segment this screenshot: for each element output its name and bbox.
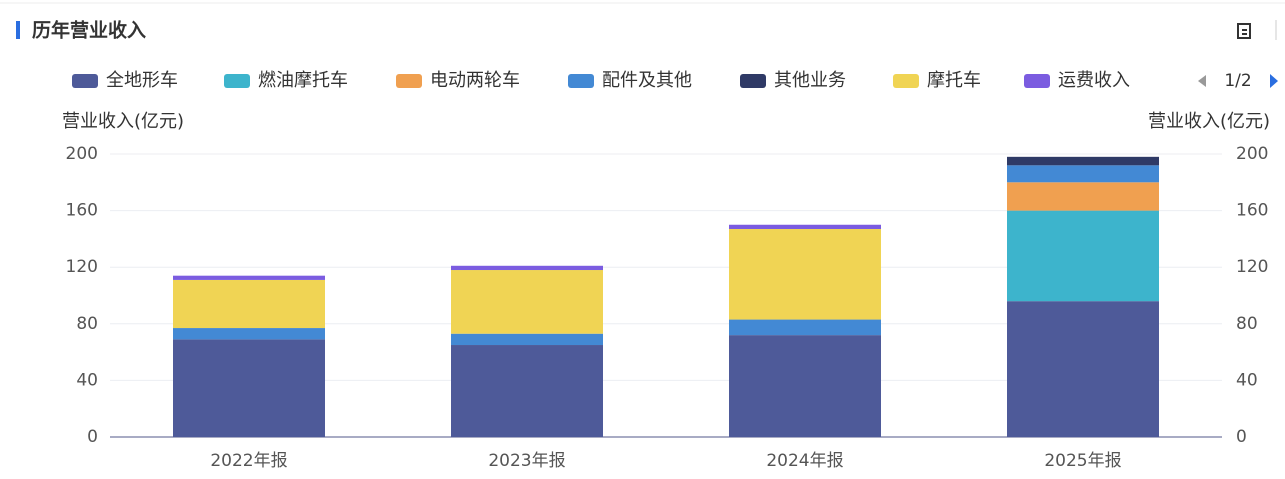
y2-tick-label: 120 [1236,257,1268,277]
legend-swatch [224,74,250,88]
y2-tick-label: 200 [1236,144,1268,164]
legend-swatch [72,74,98,88]
copy-icon[interactable] [1237,23,1251,39]
y2-tick-label: 40 [1236,370,1258,390]
x-tick-label: 2022年报 [210,451,287,471]
y-tick-label: 120 [66,257,98,277]
bar-segment [451,333,603,346]
legend-label: 燃油摩托车 [258,70,348,91]
y-tick-label: 40 [76,370,98,390]
legend-swatch [740,74,766,88]
y-tick-label: 200 [66,144,98,164]
bar-segment [729,319,881,336]
y2-tick-label: 0 [1236,427,1247,447]
legend-swatch [396,74,422,88]
bar-segment [729,224,881,229]
legend-label: 全地形车 [106,70,178,91]
bar-segment [729,335,881,437]
legend-swatch [568,74,594,88]
bar-segment [729,228,881,320]
bar-segment [451,265,603,271]
bar-segment [173,328,325,340]
x-tick-label: 2024年报 [766,451,843,471]
x-tick-label: 2025年报 [1044,451,1121,471]
bar-segment [1007,156,1159,166]
legend-page: 1/2 [1224,71,1251,91]
legend-swatch [893,74,919,88]
bar-segment [173,339,325,437]
y-tick-label: 160 [66,201,98,221]
y-tick-label: 0 [87,427,98,447]
legend-label: 运费收入 [1058,70,1130,91]
bar-segment [1007,301,1159,437]
legend-label: 电动两轮车 [430,70,520,91]
legend-label: 其他业务 [774,70,846,91]
y2-axis-label: 营业收入(亿元) [1148,111,1270,132]
chart-title: 历年营业收入 [32,19,146,42]
y-axis-label: 营业收入(亿元) [62,111,184,132]
bar-segment [1007,165,1159,183]
y2-tick-label: 160 [1236,201,1268,221]
legend-label: 配件及其他 [602,70,692,91]
bar-segment [173,275,325,280]
legend-next[interactable] [1270,74,1278,88]
title-marker [16,21,20,39]
bar-segment [1007,210,1159,302]
bar-segment [1007,182,1159,211]
y2-tick-label: 80 [1236,314,1258,334]
legend-prev[interactable] [1198,75,1206,87]
bar-segment [451,345,603,437]
legend-swatch [1024,74,1050,88]
bar-segment [451,270,603,334]
legend-label: 摩托车 [927,70,981,91]
bar-segment [173,279,325,329]
x-tick-label: 2023年报 [488,451,565,471]
y-tick-label: 80 [76,314,98,334]
